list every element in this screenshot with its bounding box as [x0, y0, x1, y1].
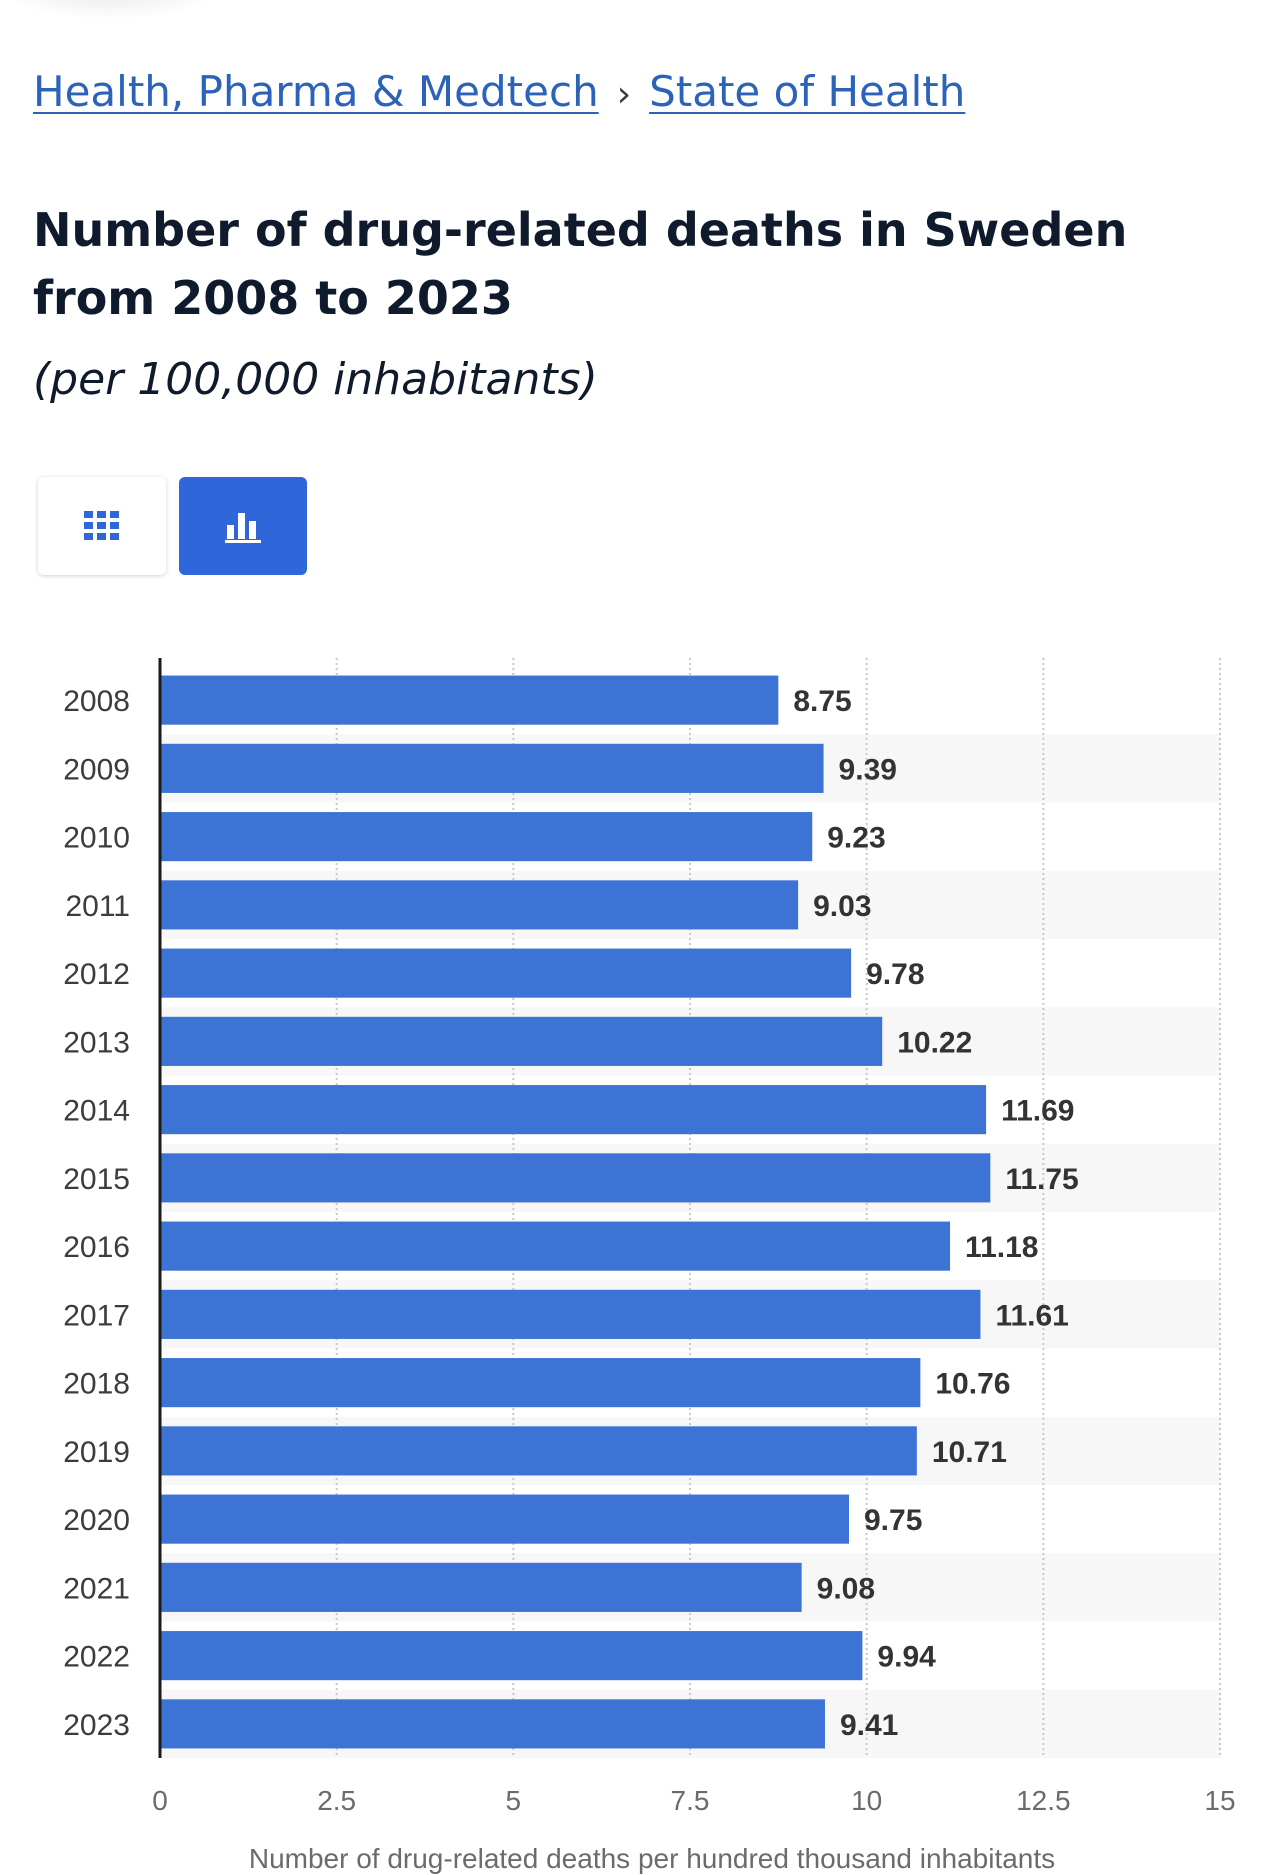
bar [160, 675, 779, 725]
value-label: 10.71 [932, 1436, 1007, 1469]
x-tick-label: 5 [506, 1785, 522, 1816]
bar [160, 1494, 849, 1544]
value-label: 9.94 [877, 1641, 936, 1674]
bar-chart-icon [225, 513, 261, 543]
category-label: 2013 [63, 1026, 130, 1059]
value-label: 10.22 [897, 1026, 972, 1059]
value-label: 9.41 [840, 1709, 898, 1742]
category-label: 2022 [63, 1641, 130, 1674]
value-label: 8.75 [793, 685, 851, 718]
bar [160, 812, 813, 862]
category-label: 2015 [63, 1163, 130, 1196]
chart-container: 2008 8.75 2009 9.39 2010 9.23 2011 9.03 2012 9.78… [0, 640, 1280, 1875]
value-label: 9.03 [813, 890, 871, 923]
bar [160, 743, 824, 793]
category-label: 2011 [65, 890, 130, 923]
breadcrumb: Health, Pharma & Medtech › State of Health [33, 64, 965, 123]
bar-chart: 2008 8.75 2009 9.39 2010 9.23 2011 9.03 2012 9.78… [63, 658, 1236, 1874]
breadcrumb-link-health-pharma-medtech[interactable]: Health, Pharma & Medtech [33, 67, 599, 116]
category-label: 2018 [63, 1368, 130, 1401]
breadcrumb-link-state-of-health[interactable]: State of Health [649, 67, 966, 116]
bar [160, 1221, 951, 1271]
page-subtitle: (per 100,000 inhabitants) [33, 354, 598, 405]
category-label: 2008 [63, 685, 130, 718]
table-view-button[interactable] [38, 477, 166, 575]
value-label: 11.18 [965, 1231, 1038, 1264]
bar [160, 1631, 863, 1681]
category-label: 2016 [63, 1231, 130, 1264]
value-label: 11.75 [1005, 1163, 1078, 1196]
category-label: 2017 [63, 1299, 130, 1332]
top-fade-decoration [0, 0, 220, 20]
x-axis-title: Number of drug-related deaths per hundre… [249, 1843, 1055, 1874]
bar [160, 1016, 883, 1066]
breadcrumb-separator-chevron-icon: › [616, 74, 632, 115]
bar [160, 1699, 825, 1749]
value-label: 10.76 [935, 1368, 1010, 1401]
value-label: 9.23 [827, 822, 885, 855]
value-label: 9.39 [839, 753, 897, 786]
bar [160, 1562, 802, 1612]
bar [160, 948, 852, 998]
value-label: 11.69 [1001, 1095, 1074, 1128]
chart-view-button[interactable] [179, 477, 307, 575]
page-title: Number of drug-related deaths in Sweden … [33, 203, 1128, 325]
value-label: 9.75 [864, 1504, 922, 1537]
bar [160, 880, 799, 930]
x-tick-label: 0 [152, 1785, 168, 1816]
category-label: 2012 [63, 958, 130, 991]
value-label: 9.08 [817, 1572, 875, 1605]
category-label: 2020 [63, 1504, 130, 1537]
bar [160, 1358, 921, 1408]
x-tick-label: 2.5 [317, 1785, 356, 1816]
bar [160, 1153, 991, 1203]
x-tick-label: 7.5 [671, 1785, 710, 1816]
category-label: 2021 [63, 1572, 130, 1605]
bar [160, 1289, 981, 1339]
grid-icon [84, 511, 119, 540]
bar [160, 1085, 987, 1135]
bar [160, 1426, 917, 1476]
category-label: 2009 [63, 753, 130, 786]
x-tick-label: 12.5 [1016, 1785, 1071, 1816]
value-label: 11.61 [995, 1299, 1068, 1332]
category-label: 2010 [63, 822, 130, 855]
category-label: 2014 [63, 1095, 130, 1128]
x-tick-label: 10 [851, 1785, 882, 1816]
category-label: 2019 [63, 1436, 130, 1469]
category-label: 2023 [63, 1709, 130, 1742]
x-tick-label: 15 [1204, 1785, 1235, 1816]
value-label: 9.78 [866, 958, 924, 991]
